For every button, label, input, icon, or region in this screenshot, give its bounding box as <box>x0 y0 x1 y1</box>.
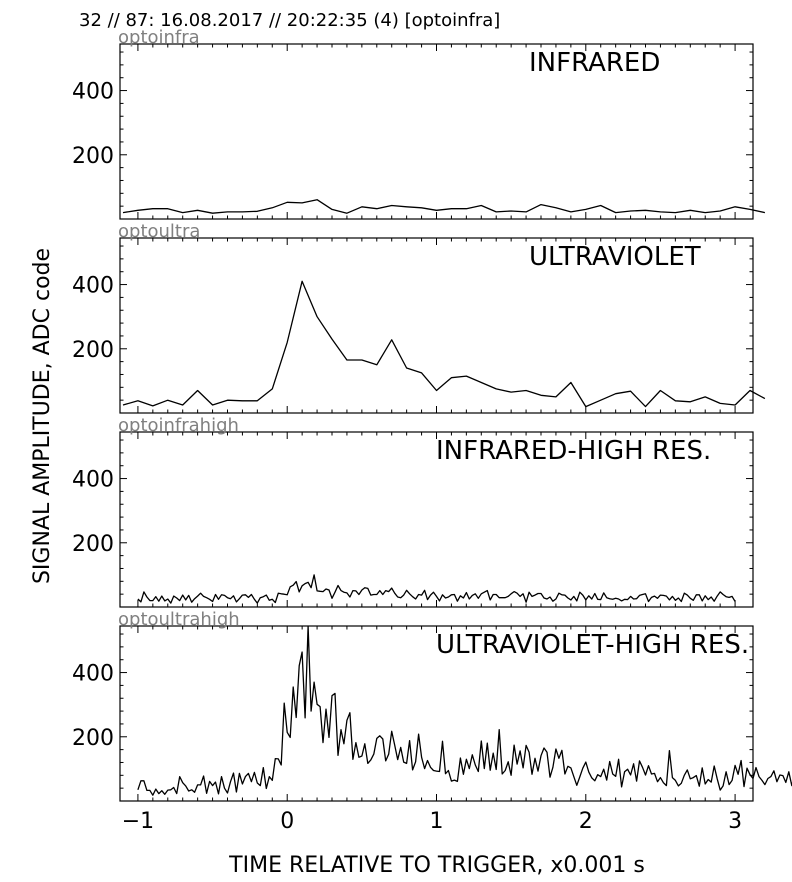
panel-source-label: optoinfra <box>118 27 200 48</box>
panel-2: 200 400 optoultra ULTRAVIOLET <box>72 221 766 414</box>
x-tick-label: 2 <box>579 809 593 834</box>
x-tick-label: 3 <box>728 809 742 834</box>
panel-source-label: optoultra <box>118 221 200 242</box>
series-line <box>122 199 766 214</box>
panel-title: ULTRAVIOLET <box>529 242 701 272</box>
panel-3: 200 400 optoinfrahigh INFRARED-HIGH RES. <box>72 415 754 608</box>
y-tick-label: 200 <box>72 726 114 751</box>
y-tick-label: 200 <box>72 532 114 557</box>
panel-title: INFRARED <box>529 48 660 78</box>
panel-1: 200 400 optoinfra INFRARED <box>72 27 766 220</box>
x-tick-label: 1 <box>430 809 444 834</box>
panel-title: ULTRAVIOLET-HIGH RES. <box>436 630 749 660</box>
x-tick-label: −1 <box>122 809 154 834</box>
panel-source-label: optoinfrahigh <box>118 415 239 436</box>
y-tick-label: 200 <box>72 144 114 169</box>
x-tick-label: 0 <box>280 809 294 834</box>
y-tick-label: 400 <box>72 80 114 105</box>
y-tick-label: 200 <box>72 338 114 363</box>
panel-4: 200 400 −1 0 1 2 3 optoultrahigh ULTRAVIOLET-HIG… <box>72 609 792 834</box>
y-tick-label: 400 <box>72 468 114 493</box>
y-tick-label: 400 <box>72 662 114 687</box>
y-tick-label: 400 <box>72 274 114 299</box>
series-line <box>137 625 792 796</box>
chart-panels: 200 400 optoinfra INFRARED 200 400 optoultra UL… <box>72 27 792 834</box>
series-line <box>137 574 736 604</box>
panel-title: INFRARED-HIGH RES. <box>436 436 711 466</box>
figure-header: 32 // 87: 16.08.2017 // 20:22:35 (4) [op… <box>79 10 500 31</box>
series-line <box>122 280 766 408</box>
x-axis-label: TIME RELATIVE TO TRIGGER, x0.001 s <box>228 853 645 878</box>
y-axis-label: SIGNAL AMPLITUDE, ADC code <box>30 248 55 584</box>
panel-source-label: optoultrahigh <box>118 609 240 630</box>
